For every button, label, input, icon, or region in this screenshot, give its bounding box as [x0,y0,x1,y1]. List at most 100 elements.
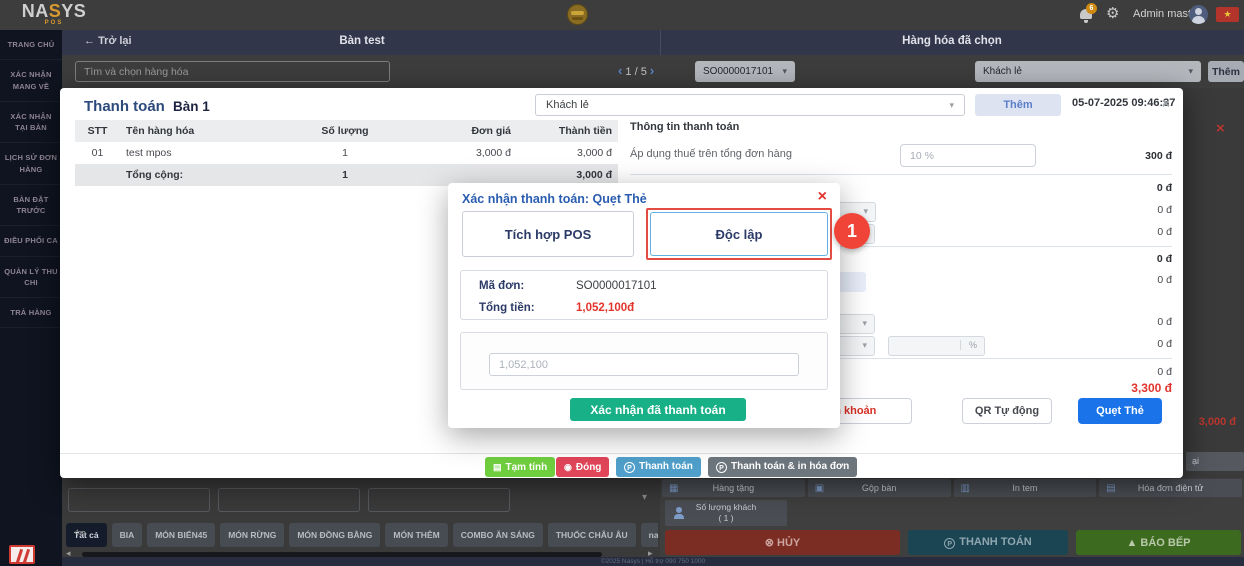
sidebar-item-xac-nhan-tai-ban[interactable]: XÁC NHẬN TẠI BÀN [0,102,62,144]
toolbar: ‹ 1 / 5 › SO0000017101 ▾ Khách lẻ ▾ Thêm [62,55,1244,88]
panel-close-icon[interactable]: × [1216,120,1225,137]
payment-value: 0 đ [1157,274,1172,286]
table-name-label: Bàn test [339,35,385,47]
chevron-down-icon: ▾ [782,66,787,76]
provisional-bill-button[interactable]: ▤ Tạm tính [485,457,556,477]
order-select[interactable]: SO0000017101 ▾ [695,61,795,82]
payment-value: 0 đ [1156,253,1172,265]
chevron-down-icon: ▾ [949,100,954,110]
divider [630,358,1172,359]
brand-ys: YS [61,1,87,21]
guest-count-chip[interactable]: Số lượng khách ( 1 ) [665,500,787,526]
sidebar-item-ban-dat-truoc[interactable]: BÀN ĐẶT TRƯỚC [0,185,62,227]
amount-input[interactable] [489,353,799,376]
col-name: Tên hàng hóa [126,125,195,137]
sidebar-item-lich-su-don-hang[interactable]: LỊCH SỬ ĐƠN HÀNG [0,143,62,185]
chip-hoa-don-dien-tu[interactable]: ▤ Hóa đơn điện tử [1099,479,1242,497]
close-button[interactable]: ◉ Đóng [556,457,610,477]
back-button[interactable]: ← Trở lại [84,35,132,47]
pay-button[interactable]: P Thanh toán [616,457,701,477]
table-header-row: STT Tên hàng hóa Số lượng Đơn giá Thành … [75,120,618,142]
bell-dome [1080,9,1092,19]
chip-gop-ban[interactable]: ▣ Gộp bàn [807,479,951,497]
guest-count-value: ( 1 ) [718,513,734,524]
person-icon [674,507,684,519]
confirm-payment-modal: Xác nhận thanh toán: Quẹt Thẻ × Tích hợp… [448,183,870,428]
brand-sub: POS [44,20,64,26]
pos-integrated-button[interactable]: Tích hợp POS [462,211,634,257]
total-qty: 1 [342,169,348,181]
vietnam-flag-icon[interactable]: ★ [1216,7,1239,22]
kitchen-alert-icon: ▲ [1126,536,1138,549]
scroll-right-icon[interactable]: ▸ [648,548,653,558]
chip-in-tem[interactable]: ▥ In tem [953,479,1097,497]
standalone-button[interactable]: Độc lập [650,212,828,256]
cancel-order-button[interactable]: ⊗ HỦY [665,530,900,555]
sidebar-item-dieu-phoi-ca[interactable]: ĐIỀU PHỐI CA [0,226,62,257]
page-next-icon[interactable]: › [649,63,655,78]
pay-and-print-button[interactable]: P Thanh toán & in hóa đơn [708,457,858,477]
customer-select-dim[interactable]: Khách lẻ ▾ [975,61,1201,82]
method-qr-button[interactable]: QR Tự động [962,398,1052,424]
sidebar-item-trang-chu[interactable]: TRANG CHỦ [0,30,62,61]
category-tab-all[interactable]: Tất cả [66,523,107,547]
pay-order-button[interactable]: P THANH TOÁN [908,530,1068,555]
collapse-arrow-icon[interactable]: ⇦ [74,524,86,540]
category-tab-thuoc[interactable]: THUỐC CHÂU ÂU [547,523,636,547]
search-input[interactable] [75,61,390,82]
highlight-box: Độc lập [646,208,832,260]
gold-coin-icon [567,4,588,25]
close-modal-icon[interactable]: × [1161,95,1170,111]
sidebar-item-xac-nhan-mang-ve[interactable]: XÁC NHẬN MANG VỀ [0,60,62,102]
back-arrow-icon: ← [84,35,99,47]
payment-value: 0 đ [1157,338,1172,350]
scroll-left-icon[interactable]: ◂ [66,548,71,558]
copyright-footer: ©2025 Nasys | Hỗ trợ 090 750 1000 [62,557,1244,566]
chip-label: In tem [1012,483,1038,493]
bell-clapper [1084,20,1088,23]
notify-kitchen-label: BÁO BẾP [1140,536,1191,549]
filter-box-dim [68,488,210,512]
candy-cane-icon[interactable] [9,545,35,564]
category-tab-mon-them[interactable]: MÓN THÊM [385,523,448,547]
percent-icon: % [959,340,977,350]
confirm-close-icon[interactable]: × [817,188,827,205]
category-tab-bia[interactable]: BIA [111,523,143,547]
chevron-down-icon: ▾ [642,492,648,503]
add-customer-button[interactable]: Thêm [975,94,1061,116]
notify-kitchen-button[interactable]: ▲ BÁO BẾP [1076,530,1241,555]
sidebar-item-tra-hang[interactable]: TRẢ HÀNG [0,298,62,329]
gear-icon[interactable]: ⚙ [1106,5,1120,22]
confirm-paid-button[interactable]: Xác nhận đã thanh toán [570,398,746,421]
order-code-label: Mã đơn: [479,280,525,292]
chip-hang-tang[interactable]: ▦ Hàng tặng [662,479,805,497]
category-tab-mon-bien[interactable]: MÓN BIỂN45 [147,523,216,547]
add-customer-button-dim[interactable]: Thêm [1208,61,1244,82]
brand-s: S [48,1,62,21]
chip-label: Hàng tặng [712,483,755,493]
page-prev-icon[interactable]: ‹ [618,63,623,78]
tax-percent-input[interactable] [900,144,1036,167]
payment-value: 0 đ [1156,182,1172,194]
payment-value: 0 đ [1157,226,1172,238]
table-row[interactable]: 01 test mpos 1 3,000 đ 3,000 đ [75,142,618,164]
divider [630,246,1172,247]
category-tab-mon-rung[interactable]: MÓN RỪNG [220,523,285,547]
customer-select[interactable]: Khách lẻ ▾ [535,94,965,116]
cell-qty: 1 [342,147,348,159]
cell-name: test mpos [126,147,172,159]
notification-bell-icon[interactable]: 6 [1078,3,1097,23]
category-tab-combo[interactable]: COMBO ĂN SÁNG [452,523,543,547]
doc-icon: ▤ [493,461,502,472]
category-tab-partial[interactable]: namec [640,523,658,547]
divider [630,174,1172,175]
sidebar-item-quan-ly-thu-chi[interactable]: QUẢN LÝ THU CHI [0,257,62,298]
payment-value: 0 đ [1157,366,1172,378]
horizontal-scrollbar[interactable] [82,552,602,557]
pay-and-print-label: Thanh toán & in hóa đơn [731,461,850,472]
fee-percent-input[interactable]: % [888,336,985,356]
method-card-button[interactable]: Quẹt Thẻ [1078,398,1162,424]
avatar[interactable] [1189,5,1208,24]
notification-badge: 6 [1086,3,1097,14]
category-tab-mon-dong-bang[interactable]: MÓN ĐỒNG BẰNG [289,523,381,547]
